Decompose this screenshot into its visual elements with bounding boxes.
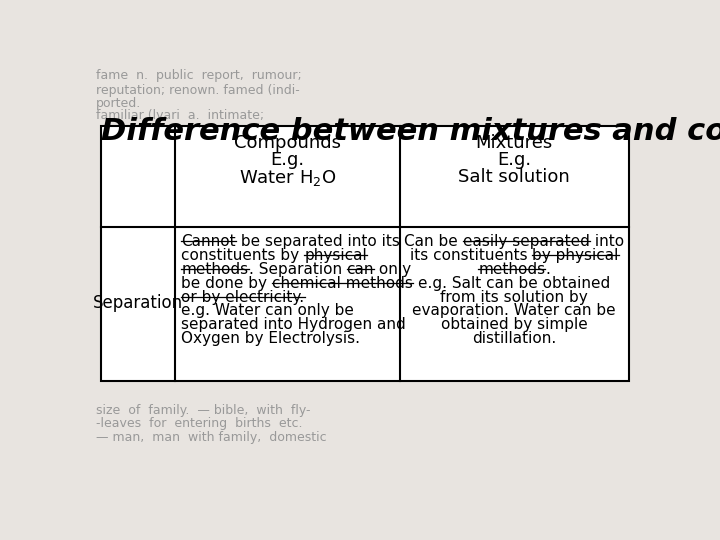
Text: familiar (lyari  a.  intimate;: familiar (lyari a. intimate; [96, 110, 264, 123]
Text: reputation; renown. famed (indi-: reputation; renown. famed (indi- [96, 84, 300, 97]
Text: chemical methods: chemical methods [272, 276, 413, 291]
Text: into: into [590, 234, 624, 249]
Text: e.g. Salt can be obtained: e.g. Salt can be obtained [418, 276, 611, 291]
Text: Separation: Separation [93, 294, 183, 313]
Text: size  of  family.  — bible,  with  fly-: size of family. — bible, with fly- [96, 403, 311, 416]
Text: methods: methods [478, 262, 546, 277]
Text: e.g. Water can only be: e.g. Water can only be [181, 303, 354, 319]
Text: from its solution by: from its solution by [441, 289, 588, 305]
Text: Compounds: Compounds [234, 134, 341, 152]
Text: E.g.: E.g. [271, 151, 305, 169]
Text: -leaves  for  entering  births  etc.: -leaves for entering births etc. [96, 417, 302, 430]
Text: Can be: Can be [405, 234, 463, 249]
Text: ported.: ported. [96, 97, 141, 110]
Text: distillation.: distillation. [472, 331, 557, 346]
Text: constituents by: constituents by [181, 248, 305, 263]
Text: . Separation: . Separation [248, 262, 346, 277]
Text: obtained by simple: obtained by simple [441, 318, 588, 332]
Text: Oxygen by Electrolysis.: Oxygen by Electrolysis. [181, 331, 361, 346]
Text: fame  n.  public  report,  rumour;: fame n. public report, rumour; [96, 69, 302, 82]
Text: its constituents: its constituents [410, 248, 532, 263]
Text: Water H$_2$O: Water H$_2$O [239, 168, 336, 188]
Bar [101, 126, 629, 381]
Text: by physical: by physical [532, 248, 618, 263]
Text: — man,  man  with family,  domestic: — man, man with family, domestic [96, 431, 327, 444]
Text: be done by: be done by [181, 276, 272, 291]
Text: methods: methods [181, 262, 248, 277]
Text: E.g.: E.g. [498, 151, 531, 169]
Text: can: can [346, 262, 374, 277]
Text: Difference between mixtures and compounds.: Difference between mixtures and compound… [101, 117, 720, 146]
Text: separated into Hydrogen and: separated into Hydrogen and [181, 318, 406, 332]
Text: .: . [546, 262, 550, 277]
Text: Mixtures: Mixtures [476, 134, 553, 152]
Text: easily separated: easily separated [463, 234, 590, 249]
Text: Salt solution: Salt solution [459, 168, 570, 186]
Text: be separated into its: be separated into its [236, 234, 400, 249]
Text: physical: physical [305, 248, 367, 263]
Text: or by electricity.: or by electricity. [181, 289, 305, 305]
Text: evaporation. Water can be: evaporation. Water can be [413, 303, 616, 319]
Text: Cannot: Cannot [181, 234, 236, 249]
Text: only: only [374, 262, 411, 277]
